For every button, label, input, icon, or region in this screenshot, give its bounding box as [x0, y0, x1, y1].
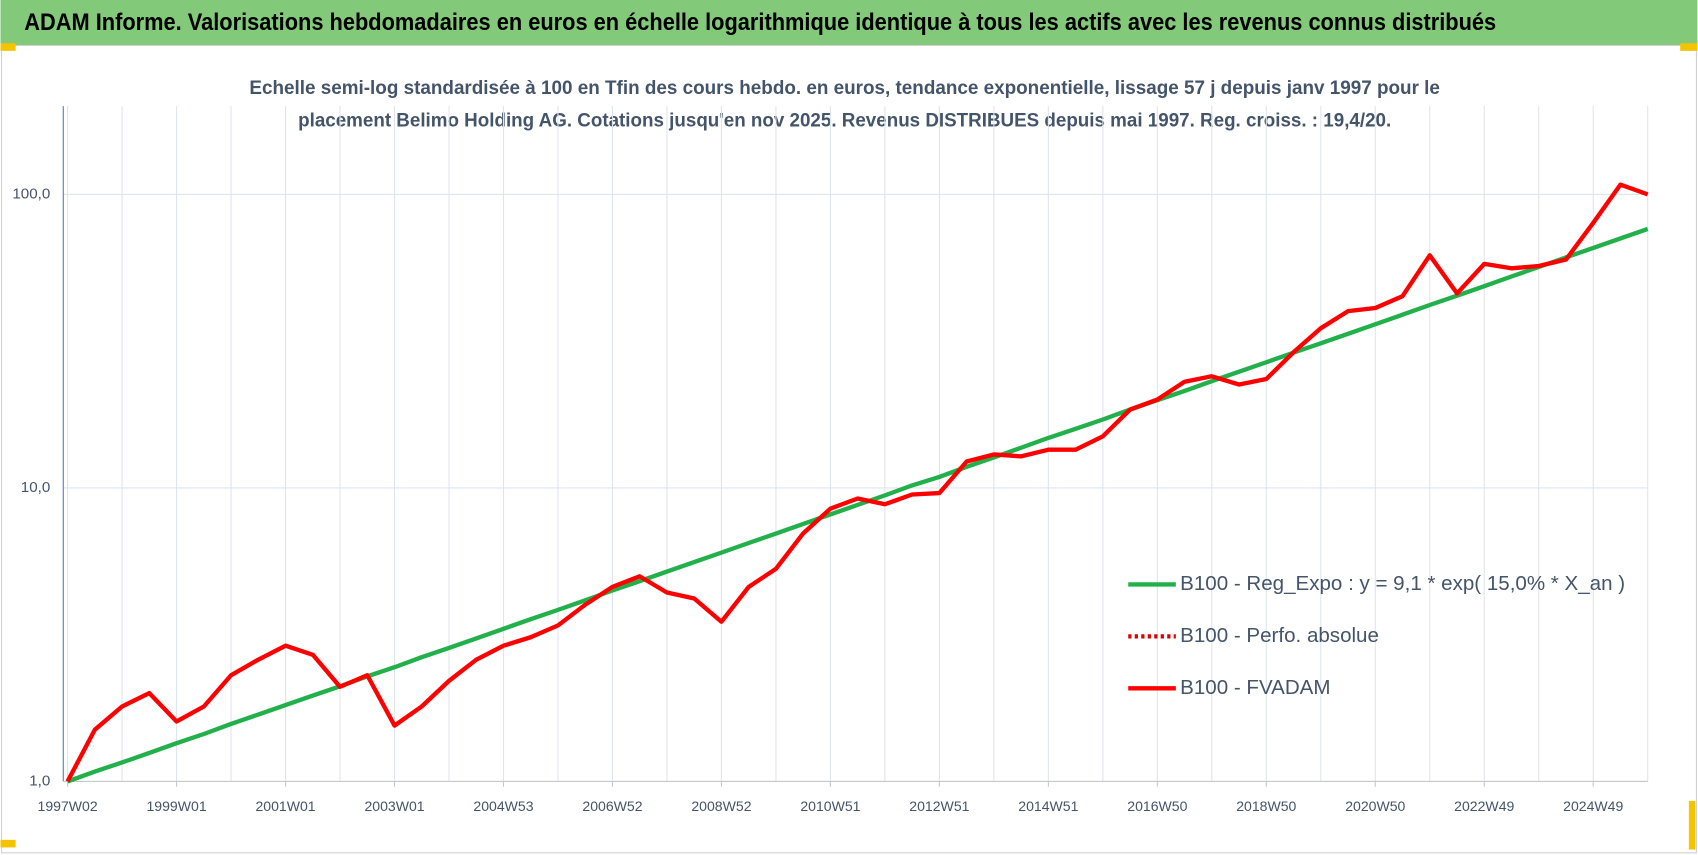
x-tick-label: 2020W50 [1345, 798, 1405, 814]
grid [62, 106, 1649, 787]
x-tick-label: 1999W01 [146, 798, 206, 814]
x-tick-label: 2003W01 [364, 798, 424, 814]
legend-label: B100 - Reg_Expo : y = 9,1 * exp( 15,0% *… [1180, 572, 1625, 595]
frame [1, 44, 1697, 854]
x-tick-label: 2006W52 [582, 798, 642, 814]
x-tick-label: 2001W01 [255, 798, 315, 814]
chart-subtitle: Echelle semi-log standardisée à 100 en T… [249, 77, 1440, 99]
x-tick-label: 2024W49 [1563, 798, 1623, 814]
x-tick-label: 2010W51 [800, 798, 860, 814]
x-tick-label: 2014W51 [1018, 798, 1078, 814]
x-tick-label: 2022W49 [1454, 798, 1514, 814]
chart-subtitle: placement Belimo Holding AG. Cotations j… [298, 109, 1391, 131]
corner [1680, 43, 1698, 51]
x-tick-label: 1997W02 [38, 798, 98, 814]
header-bar [0, 0, 1698, 46]
x-tick-label: 2016W50 [1127, 798, 1187, 814]
x-tick-label: 2018W50 [1236, 798, 1296, 814]
legend-label: B100 - Perfo. absolue [1180, 624, 1379, 647]
y-tick-label: 1,0 [29, 772, 50, 789]
x-tick-label: 2004W53 [473, 798, 533, 814]
series-line [65, 182, 1649, 783]
x-tick-label: 2008W52 [691, 798, 751, 814]
legend-label: B100 - FVADAM [1180, 676, 1330, 699]
x-tick-label: 2012W51 [909, 798, 969, 814]
plot [65, 182, 1649, 784]
y-tick-label: 100,0 [12, 185, 50, 202]
series-line [66, 226, 1649, 784]
chart-title: ADAM Informe. Valorisations hebdomadaire… [24, 9, 1496, 36]
corner [0, 839, 16, 848]
y-tick-label: 10,0 [21, 479, 50, 496]
corner [1688, 800, 1696, 850]
corner [0, 43, 16, 51]
